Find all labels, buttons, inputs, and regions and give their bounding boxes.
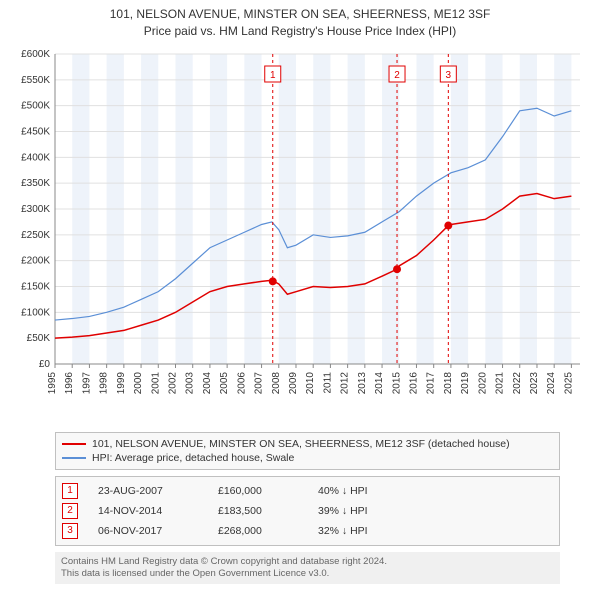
svg-text:2001: 2001 [150, 371, 161, 394]
svg-text:2014: 2014 [374, 371, 385, 394]
event-row: 2 14-NOV-2014 £183,500 39% ↓ HPI [62, 501, 553, 521]
event-date: 23-AUG-2007 [98, 485, 198, 497]
footer-attribution: Contains HM Land Registry data © Crown c… [55, 552, 560, 585]
svg-text:£50K: £50K [27, 333, 51, 344]
svg-text:£150K: £150K [21, 281, 50, 292]
event-diff: 32% ↓ HPI [318, 525, 408, 537]
svg-text:2025: 2025 [563, 371, 574, 394]
svg-text:2005: 2005 [219, 371, 230, 394]
svg-text:2021: 2021 [495, 371, 506, 394]
footer-line: Contains HM Land Registry data © Crown c… [61, 556, 554, 568]
svg-text:2020: 2020 [477, 371, 488, 394]
svg-text:2024: 2024 [546, 371, 557, 394]
svg-text:1996: 1996 [64, 371, 75, 394]
svg-text:£600K: £600K [21, 49, 50, 60]
svg-text:£200K: £200K [21, 255, 50, 266]
svg-text:2012: 2012 [340, 371, 351, 394]
event-date: 14-NOV-2014 [98, 505, 198, 517]
chart-title-block: 101, NELSON AVENUE, MINSTER ON SEA, SHEE… [0, 0, 600, 44]
chart-title-line1: 101, NELSON AVENUE, MINSTER ON SEA, SHEE… [10, 6, 590, 23]
legend-label: HPI: Average price, detached house, Swal… [92, 452, 294, 464]
svg-text:2008: 2008 [271, 371, 282, 394]
svg-text:2002: 2002 [167, 371, 178, 394]
event-price: £183,500 [218, 505, 298, 517]
svg-text:2017: 2017 [426, 371, 437, 394]
svg-text:2022: 2022 [512, 371, 523, 394]
svg-text:1997: 1997 [81, 371, 92, 394]
event-number-badge: 1 [62, 483, 78, 499]
legend-box: 101, NELSON AVENUE, MINSTER ON SEA, SHEE… [55, 432, 560, 470]
svg-text:2009: 2009 [288, 371, 299, 394]
svg-text:1995: 1995 [47, 371, 58, 394]
event-diff: 40% ↓ HPI [318, 485, 408, 497]
svg-text:£100K: £100K [21, 307, 50, 318]
svg-text:2000: 2000 [133, 371, 144, 394]
svg-text:2015: 2015 [391, 371, 402, 394]
svg-text:2003: 2003 [185, 371, 196, 394]
svg-text:£500K: £500K [21, 100, 50, 111]
event-number-badge: 2 [62, 503, 78, 519]
svg-text:2011: 2011 [322, 371, 333, 393]
chart-title-line2: Price paid vs. HM Land Registry's House … [10, 23, 590, 40]
svg-text:2: 2 [394, 70, 400, 81]
legend-item-hpi: HPI: Average price, detached house, Swal… [62, 451, 553, 465]
svg-text:2018: 2018 [443, 371, 454, 394]
svg-text:£550K: £550K [21, 74, 50, 85]
svg-text:2019: 2019 [460, 371, 471, 394]
event-diff: 39% ↓ HPI [318, 505, 408, 517]
svg-text:1998: 1998 [99, 371, 110, 394]
event-date: 06-NOV-2017 [98, 525, 198, 537]
svg-text:£0: £0 [39, 359, 51, 370]
event-price: £160,000 [218, 485, 298, 497]
svg-text:£250K: £250K [21, 229, 50, 240]
svg-text:2004: 2004 [202, 371, 213, 394]
legend-swatch [62, 457, 86, 459]
svg-text:1: 1 [270, 70, 276, 81]
svg-text:£350K: £350K [21, 178, 50, 189]
svg-text:£300K: £300K [21, 204, 50, 215]
svg-text:2006: 2006 [236, 371, 247, 394]
legend-swatch [62, 443, 86, 445]
svg-text:2013: 2013 [357, 371, 368, 394]
event-number-badge: 3 [62, 523, 78, 539]
svg-text:2007: 2007 [254, 371, 265, 394]
line-chart-svg: £0 £50K £100K £150K £200K £250K £300K £350K £400… [0, 44, 600, 424]
svg-text:2023: 2023 [529, 371, 540, 394]
event-row: 1 23-AUG-2007 £160,000 40% ↓ HPI [62, 481, 553, 501]
svg-text:2016: 2016 [408, 371, 419, 394]
svg-text:2010: 2010 [305, 371, 316, 394]
legend-item-property: 101, NELSON AVENUE, MINSTER ON SEA, SHEE… [62, 437, 553, 451]
event-price: £268,000 [218, 525, 298, 537]
events-box: 1 23-AUG-2007 £160,000 40% ↓ HPI 2 14-NO… [55, 476, 560, 546]
svg-text:£450K: £450K [21, 126, 50, 137]
svg-text:£400K: £400K [21, 152, 50, 163]
legend-label: 101, NELSON AVENUE, MINSTER ON SEA, SHEE… [92, 438, 510, 450]
event-row: 3 06-NOV-2017 £268,000 32% ↓ HPI [62, 521, 553, 541]
chart-area: £0 £50K £100K £150K £200K £250K £300K £350K £400… [0, 44, 600, 424]
svg-text:3: 3 [446, 70, 452, 81]
footer-line: This data is licensed under the Open Gov… [61, 568, 554, 580]
svg-text:1999: 1999 [116, 371, 127, 394]
